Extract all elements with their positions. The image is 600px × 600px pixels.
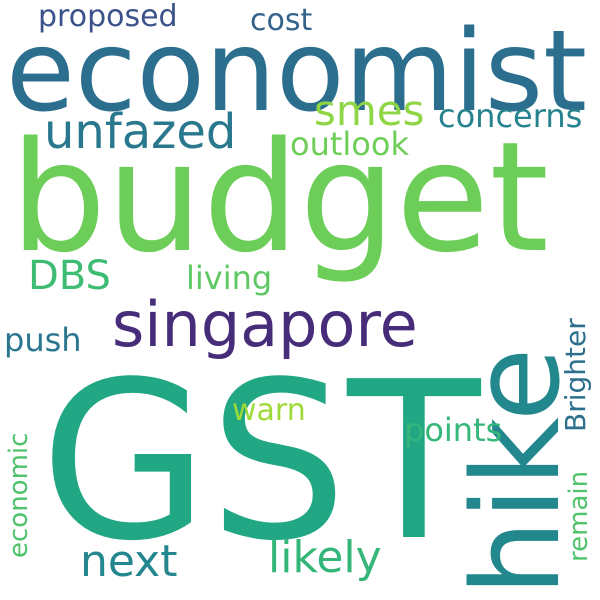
- word-budget: budget: [10, 109, 549, 286]
- word-remain: remain: [564, 470, 594, 562]
- word-economic: economic: [4, 432, 34, 558]
- word-gst: GST: [40, 336, 481, 589]
- word-singapore: singapore: [112, 288, 418, 361]
- word-points: points: [404, 411, 503, 449]
- word-unfazed: unfazed: [44, 104, 237, 160]
- word-smes: smes: [314, 86, 425, 135]
- word-next: next: [80, 536, 178, 587]
- word-likely: likely: [268, 532, 382, 583]
- word-brighter: Brighter: [559, 318, 592, 432]
- word-outlook: outlook: [290, 125, 409, 163]
- word-proposed: proposed: [38, 0, 178, 34]
- word-dbs: DBS: [28, 253, 111, 299]
- word-economist: economist: [6, 7, 587, 137]
- word-push: push: [4, 321, 82, 359]
- word-living: living: [186, 259, 273, 297]
- word-cost: cost: [250, 3, 313, 38]
- word-warn: warn: [232, 393, 306, 428]
- word-concerns: concerns: [438, 97, 583, 135]
